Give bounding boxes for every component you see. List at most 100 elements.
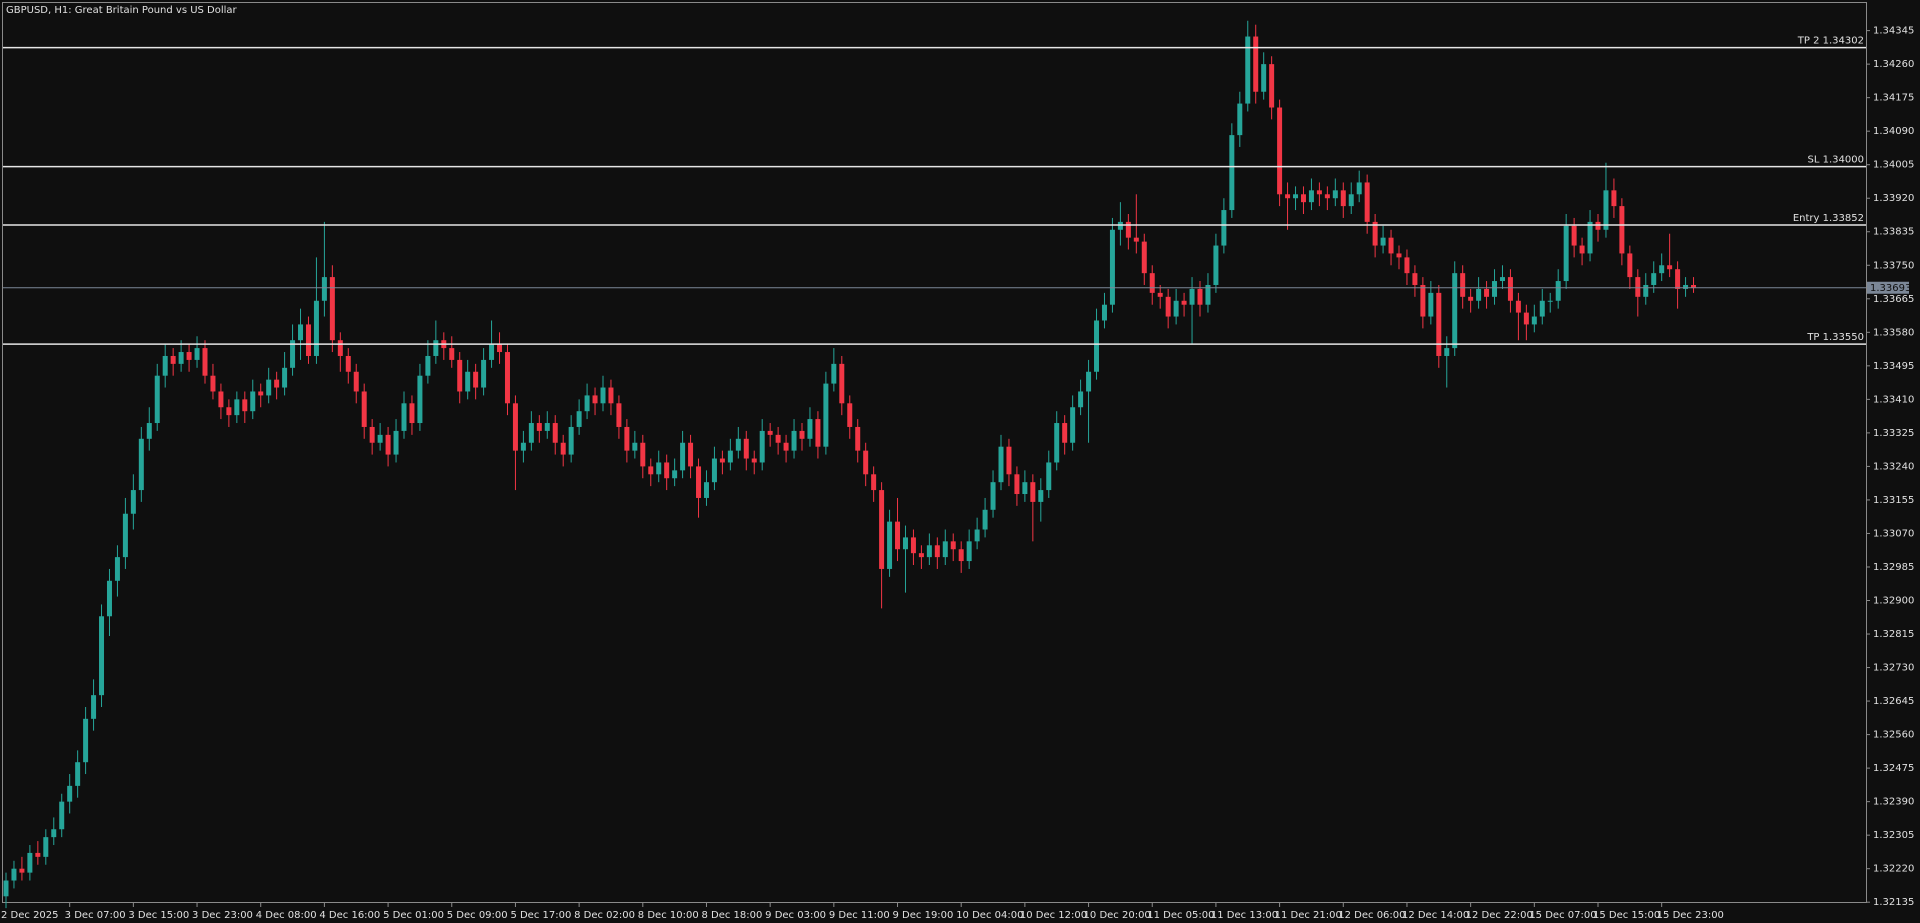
candle-body bbox=[146, 423, 152, 439]
candle-body bbox=[1261, 64, 1267, 92]
x-tick-label: 11 Dec 21:00 bbox=[1275, 910, 1342, 921]
candle-body bbox=[1420, 284, 1426, 317]
candle-body bbox=[361, 391, 367, 427]
candle-body bbox=[1444, 348, 1450, 356]
candle-body bbox=[1332, 190, 1338, 199]
candle-body bbox=[871, 474, 877, 491]
candle-body bbox=[1499, 277, 1505, 282]
candle-body bbox=[1269, 64, 1275, 108]
candle-body bbox=[1197, 288, 1203, 305]
candle-body bbox=[178, 352, 184, 364]
candle-body bbox=[1030, 482, 1036, 502]
candle-body bbox=[1253, 36, 1259, 92]
x-tick-label: 3 Dec 15:00 bbox=[128, 910, 189, 921]
candle-body bbox=[393, 430, 399, 455]
x-tick-label: 10 Dec 04:00 bbox=[956, 910, 1023, 921]
candle-body bbox=[1507, 277, 1513, 301]
candle-body bbox=[1611, 190, 1617, 207]
candle-body bbox=[138, 438, 144, 491]
candle-body bbox=[1539, 300, 1545, 317]
level-label: SL 1.34000 bbox=[1808, 155, 1864, 166]
candle-body bbox=[1396, 253, 1402, 258]
x-tick-label: 11 Dec 13:00 bbox=[1211, 910, 1278, 921]
candle-body bbox=[1635, 277, 1641, 297]
candle-body bbox=[1038, 490, 1044, 502]
y-tick-label: 1.33665 bbox=[1873, 294, 1914, 305]
x-tick-label: 12 Dec 06:00 bbox=[1338, 910, 1405, 921]
candle-body bbox=[504, 352, 510, 404]
candle-body bbox=[242, 399, 248, 412]
x-tick-label: 3 Dec 23:00 bbox=[192, 910, 253, 921]
candle-body bbox=[942, 541, 948, 558]
candle-body bbox=[1587, 221, 1593, 254]
candle-body bbox=[895, 521, 901, 550]
candle-body bbox=[258, 391, 264, 396]
candle-body bbox=[1595, 221, 1601, 230]
candle-body bbox=[926, 545, 932, 558]
candle-body bbox=[1133, 237, 1139, 242]
candle-body bbox=[1579, 245, 1585, 254]
candle-body bbox=[831, 363, 837, 384]
candle-body bbox=[1547, 300, 1553, 302]
candle-body bbox=[592, 395, 598, 404]
candle-body bbox=[433, 340, 439, 356]
candle-body bbox=[1094, 320, 1100, 372]
candle-body bbox=[584, 395, 590, 412]
x-tick-label: 12 Dec 14:00 bbox=[1402, 910, 1469, 921]
candle-body bbox=[1364, 182, 1370, 222]
y-tick-label: 1.32985 bbox=[1873, 562, 1914, 573]
candle-body bbox=[1476, 288, 1482, 301]
candle-body bbox=[1515, 300, 1521, 313]
candle-body bbox=[767, 430, 773, 435]
y-tick-label: 1.32220 bbox=[1873, 864, 1914, 875]
candle-body bbox=[305, 324, 311, 356]
candle-body bbox=[497, 344, 503, 353]
candle-body bbox=[775, 434, 781, 443]
candle-body bbox=[274, 379, 280, 388]
candle-body bbox=[83, 718, 89, 763]
candle-body bbox=[489, 344, 495, 360]
candle-body bbox=[266, 379, 272, 396]
y-tick-label: 1.33920 bbox=[1873, 193, 1914, 204]
bid-label: 1.33693 bbox=[1870, 283, 1911, 294]
candle-body bbox=[536, 423, 542, 431]
candle-body bbox=[847, 403, 853, 427]
candle-body bbox=[1675, 269, 1681, 289]
candle-body bbox=[385, 434, 391, 455]
y-tick-label: 1.33495 bbox=[1873, 361, 1914, 372]
candle-body bbox=[576, 411, 582, 427]
candle-body bbox=[863, 450, 869, 475]
candle-body bbox=[1627, 253, 1633, 278]
candle-body bbox=[910, 537, 916, 554]
candle-body bbox=[409, 403, 415, 424]
candle-body bbox=[520, 442, 526, 451]
candle-body bbox=[528, 423, 534, 443]
candle-body bbox=[902, 537, 908, 550]
candle-body bbox=[43, 837, 49, 857]
candle-body bbox=[568, 426, 574, 455]
candle-body bbox=[918, 553, 924, 558]
y-tick-label: 1.34090 bbox=[1873, 126, 1914, 137]
y-tick-label: 1.32730 bbox=[1873, 663, 1914, 674]
candle-body bbox=[1555, 281, 1561, 301]
candle-body bbox=[648, 466, 654, 475]
x-tick-label: 4 Dec 08:00 bbox=[256, 910, 317, 921]
candle-body bbox=[966, 541, 972, 562]
candle-body bbox=[417, 375, 423, 424]
candle-body bbox=[186, 352, 192, 360]
y-tick-label: 1.32560 bbox=[1873, 730, 1914, 741]
x-tick-label: 2 Dec 2025 bbox=[1, 910, 59, 921]
x-tick-label: 8 Dec 10:00 bbox=[638, 910, 699, 921]
candle-body bbox=[950, 541, 956, 550]
candle-body bbox=[3, 880, 9, 897]
candle-body bbox=[226, 407, 232, 416]
candle-body bbox=[1372, 221, 1378, 246]
x-tick-label: 9 Dec 19:00 bbox=[893, 910, 954, 921]
candle-body bbox=[1181, 300, 1187, 305]
candle-body bbox=[1651, 273, 1657, 285]
candle-body bbox=[1014, 474, 1020, 495]
candle-body bbox=[1348, 194, 1354, 207]
candle-body bbox=[823, 383, 829, 447]
candle-body bbox=[560, 442, 566, 455]
